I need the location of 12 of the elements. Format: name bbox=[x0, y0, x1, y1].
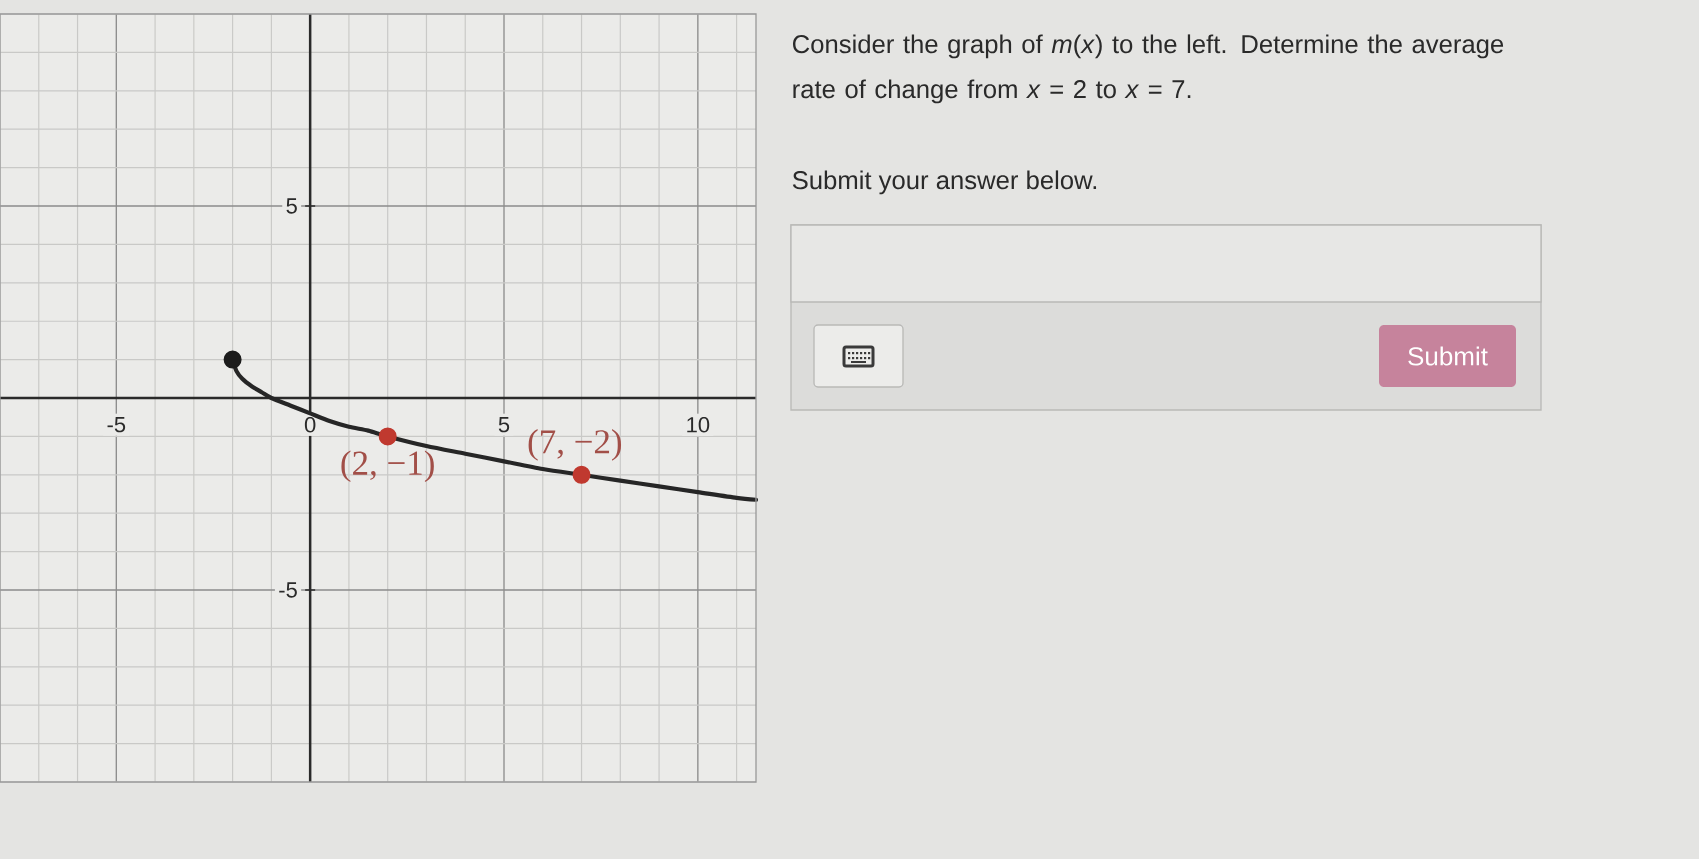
x-tick-label: 5 bbox=[498, 416, 510, 433]
point bbox=[223, 350, 242, 369]
annotation: (7, −2) bbox=[528, 429, 622, 461]
text: Submit your answer below. bbox=[792, 170, 1097, 195]
chart-title: Consider the graph of m(x) to the left. Determine the average rate of change from x = 2 to x = 7. bbox=[792, 34, 1504, 104]
x-tick-label: 0 bbox=[304, 417, 316, 433]
x-tick-label: 10 bbox=[687, 417, 710, 433]
point bbox=[378, 427, 397, 446]
annotation: (2, −1) bbox=[341, 450, 434, 483]
point bbox=[572, 465, 591, 484]
text: Submit bbox=[1408, 346, 1488, 366]
x-tick-label: -5 bbox=[107, 416, 126, 433]
